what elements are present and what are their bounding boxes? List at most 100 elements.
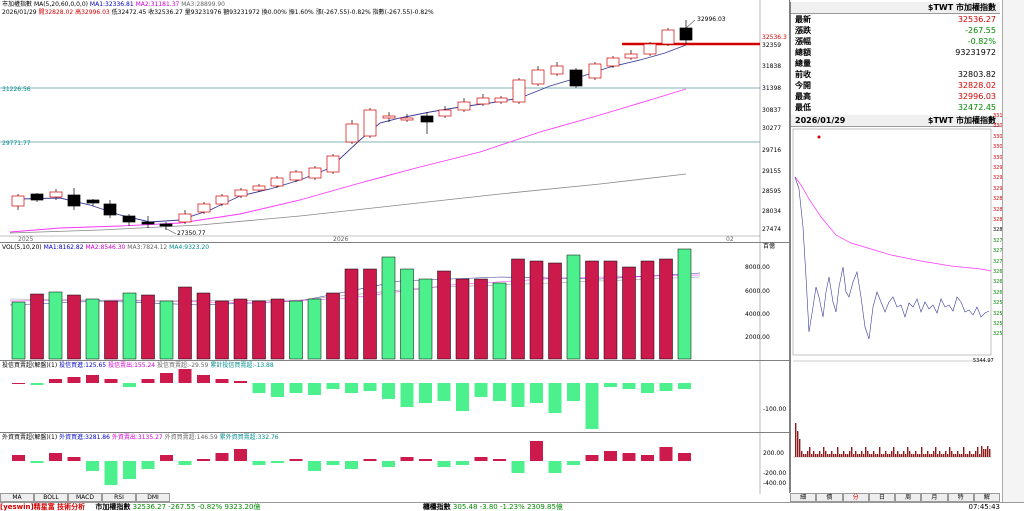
open-dot [817,135,821,139]
intraday-vol-bar [853,454,855,457]
tab-analysis[interactable]: 解 [973,493,1000,502]
tab-month[interactable]: 月 [921,493,948,502]
candle [550,62,564,76]
intraday-vol-bar [901,454,903,457]
tab-detail[interactable]: 細 [790,493,817,502]
status-bar: [yeswin]精星富 技術分析 市加權指數 32536.27 -267.55 … [0,502,1024,511]
quote-value: 32828.02 [957,81,996,90]
candle [103,200,117,218]
vol-label: VOL(5,10,20) [2,244,42,251]
volume-bar [233,298,248,360]
candle-body [420,115,434,123]
intraday-vol-bar [887,454,889,457]
dealer-bar [382,383,395,399]
ma-params: MA(5,20,60,0,0,0) [33,1,88,8]
ma20-line [9,88,687,233]
tab-boll[interactable]: BOLL [34,493,68,502]
foreign-panel[interactable]: 外資買賣超(解盤)(1) 外資買進:3281.86 外資賣出:3135.27 外… [0,432,790,494]
volume-bar [659,258,673,360]
quote-key: 漲幅 [795,37,811,46]
tab-macd[interactable]: MACD [68,493,102,502]
foreign-bar [104,461,118,485]
indicator-tabs: MA BOLL MACD RSI DMI [0,493,170,502]
tab-day[interactable]: 日 [868,493,895,502]
ohlc-chg1: 換0.00% [261,9,287,16]
low-mark-label: 27350.77 [177,230,206,237]
candle-body [270,177,284,187]
ma1-value: MA1:32336.81 [89,1,134,8]
tab-special[interactable]: 特 [947,493,974,502]
volume-bar [548,262,562,360]
tab-price[interactable]: 價 [816,493,843,502]
candle-body [159,223,173,227]
ohlc-chg3: 漲(-267.55)-0.82% [315,9,371,16]
candle-body [569,69,583,87]
candle-body [363,109,377,137]
candle-body [512,79,526,103]
candle-body [661,29,675,45]
foreign-axis-tick: -200.00 [763,470,787,477]
intraday-axis-tick: 32744 [993,248,1009,255]
tab-rsi[interactable]: RSI [102,493,136,502]
price-chart-panel[interactable]: 市加權指數 MA(5,20,60,0,0,0) MA1:32336.81 MA2… [0,0,790,243]
candle-body [215,195,229,205]
dealer-bar [178,369,192,383]
tab-dmi[interactable]: DMI [136,493,170,502]
axis-tick: 31398 [762,85,782,92]
intraday-vol-bar [973,454,975,457]
candle-body [326,155,340,173]
candle [178,210,192,224]
dealer-header: 投信買賣超(解盤)(1) 投信買進:125.65 投信賣出:155.24 投信買… [2,362,274,370]
tab-minute[interactable]: 分 [842,493,869,502]
volume-bar [585,260,599,360]
foreign-net: 外資買賣超:146.59 [164,434,218,441]
candle [197,202,211,214]
volume-bar [492,282,507,360]
chart-header: 市加權指數 MA(5,20,60,0,0,0) MA1:32336.81 MA2… [2,1,225,9]
intraday-axis-tick: 32980 [993,165,1009,171]
intraday-axis-tick: 32656 [993,279,1009,286]
intraday-vol-bar [797,431,799,457]
intraday-chart[interactable]: 5344.97 [791,127,1000,495]
intraday-vol-bar [971,454,973,457]
tab-week[interactable]: 周 [895,493,922,502]
foreign-bar [530,441,543,461]
intraday-axis-tick: 32892 [993,196,1009,203]
dealer-bar [585,383,599,429]
volume-svg [9,243,761,361]
foreign-bar [271,461,284,463]
quote-title: $TWT 市加權指數 [791,2,1000,14]
candle-body [197,203,211,213]
volume-panel[interactable]: VOL(5,10,20) MA1:8162.82 MA2:8546.30 MA3… [0,242,790,361]
quote-key: 漲跌 [795,26,811,35]
dealer-bar [123,383,136,387]
dealer-panel[interactable]: 投信買賣超(解盤)(1) 投信買進:125.65 投信賣出:155.24 投信買… [0,360,790,433]
ref-label-1: 31226.56 [2,86,31,93]
axis-tick: 28595 [762,188,782,195]
candle [11,194,25,210]
ohlc-open: 開32828.02 [38,9,74,16]
tab-ma[interactable]: MA [0,493,34,502]
dealer-buy: 投信買進:125.65 [59,362,107,369]
dealer-axis-tick: -100.00 [763,406,787,413]
foreign-axis-tick: 200.00 [763,450,784,457]
window-scrollbar[interactable] [1002,0,1024,502]
candle [270,176,284,188]
dealer-bar [160,373,173,383]
volume-bar [141,294,155,360]
intraday-axis-tick: 32774 [993,237,1009,244]
candle-body [178,213,192,223]
intraday-vol-bar [817,454,819,457]
intraday-vol-bar [841,454,843,457]
ohlc-line: 2026/01/29 開32828.02 高32996.03 低32472.45… [2,9,434,17]
candle [476,94,490,106]
chart-title: 市加權指數 [2,1,33,8]
dealer-bar [419,383,432,403]
volume-bar [418,278,433,360]
foreign-bar [86,461,99,471]
candle [606,56,620,68]
kline-svg [0,0,761,242]
dealer-bar [289,383,303,393]
dealer-bar [511,383,525,407]
intraday-vol-bar [923,454,925,457]
